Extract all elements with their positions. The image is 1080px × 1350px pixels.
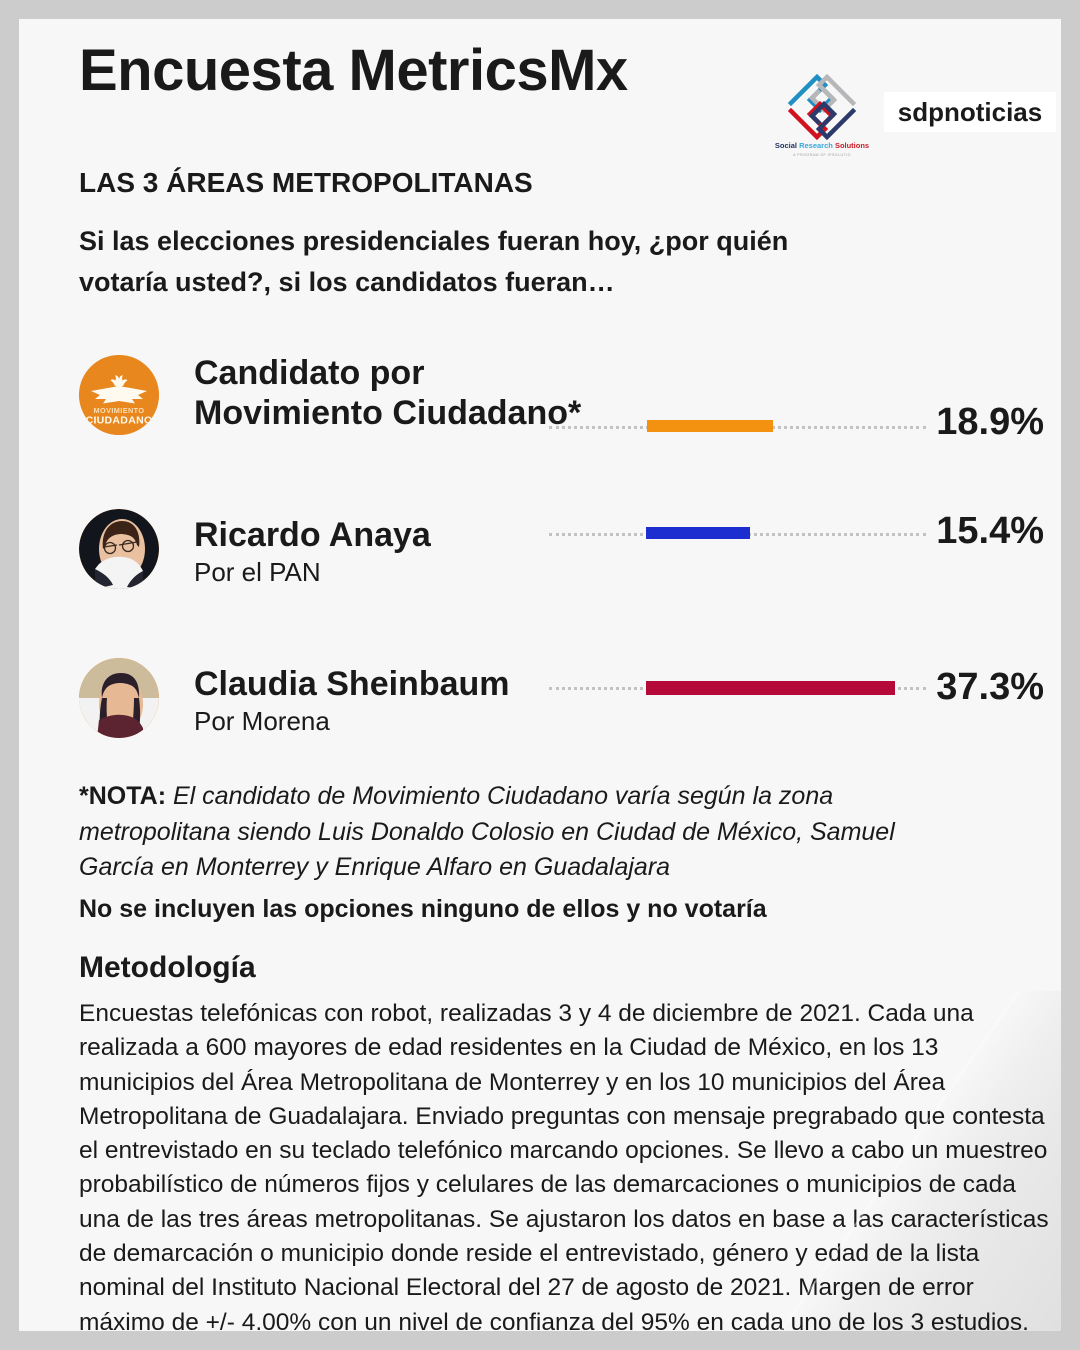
svg-text:A PROGRAM OF IPSOLUTIO: A PROGRAM OF IPSOLUTIO <box>793 153 851 157</box>
svg-text:CIUDADANO: CIUDADANO <box>86 415 153 427</box>
svg-text:Social Research Solutions: Social Research Solutions <box>775 141 869 150</box>
